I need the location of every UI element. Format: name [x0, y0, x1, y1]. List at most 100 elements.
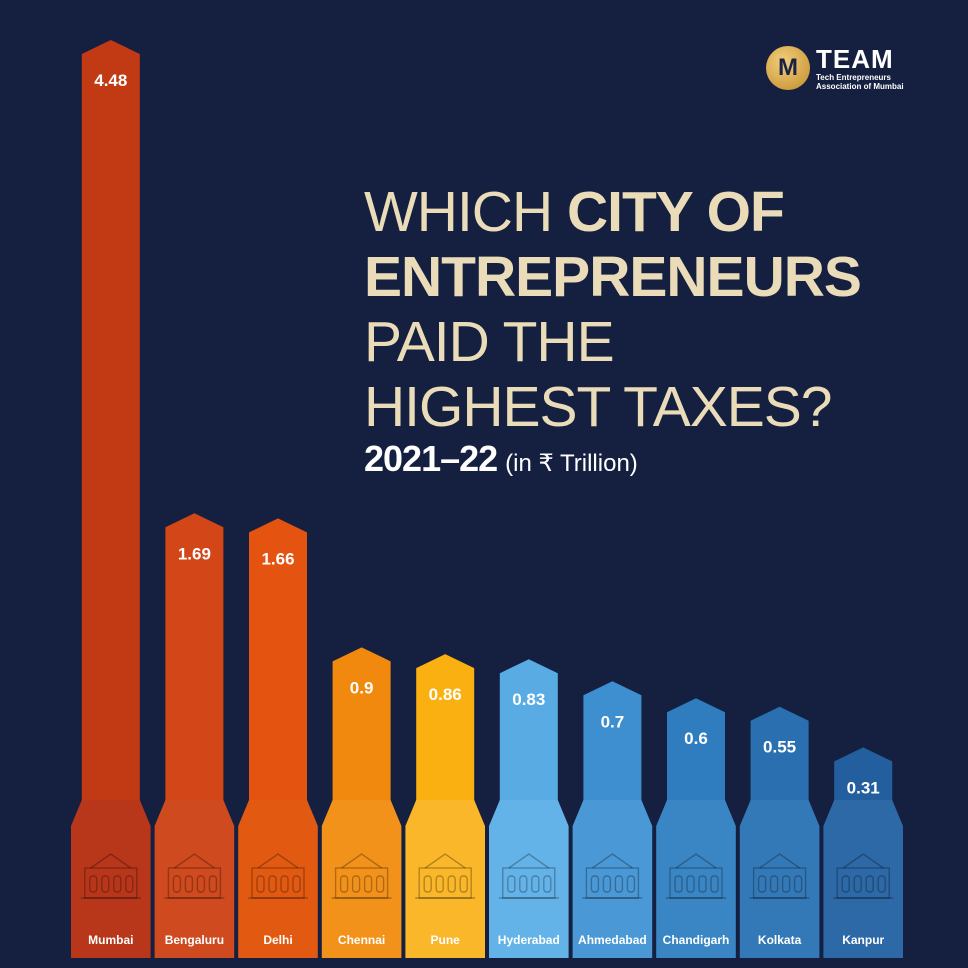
india-gate-icon	[248, 853, 308, 899]
category-label: Hyderabad	[498, 933, 560, 947]
title-line-4: HIGHEST TAXES?	[364, 375, 833, 439]
value-labels: 4.48 1.69 1.66 0.9 0.86 0.83 0.7 0.6 0.55 0.31	[94, 71, 879, 797]
icon-window	[769, 875, 779, 893]
icon-window	[674, 875, 683, 893]
category-label: Ahmedabad	[578, 933, 647, 947]
value-label: 0.7	[601, 712, 625, 731]
icon-window	[626, 875, 636, 893]
category-label: Chandigarh	[663, 933, 730, 947]
value-label: 0.55	[763, 738, 796, 757]
icon-roof	[424, 853, 466, 869]
icon-window	[196, 875, 206, 893]
title-line-2: ENTREPRENEURS	[364, 245, 862, 309]
value-label: 0.9	[350, 678, 374, 697]
bar-base	[739, 800, 820, 958]
category-label: Kolkata	[758, 933, 802, 947]
icon-window	[339, 875, 349, 893]
icon-window	[698, 875, 707, 893]
jk-temple-icon	[833, 853, 894, 899]
icon-window	[292, 875, 301, 893]
bar	[332, 647, 391, 830]
icon-window	[877, 875, 886, 893]
bar-base	[321, 800, 402, 958]
icon-window	[865, 875, 874, 893]
icon-window	[375, 875, 385, 893]
icon-roof	[90, 853, 132, 869]
bar	[165, 513, 224, 830]
icon-window	[268, 875, 277, 893]
icon-window	[363, 875, 373, 893]
value-label: 1.69	[178, 544, 211, 563]
icon-window	[459, 875, 468, 893]
brand-tagline-line-2: Association of Mumbai	[816, 82, 904, 91]
icon-body	[251, 867, 305, 899]
icon-window	[423, 875, 432, 893]
subtitle: 2021–22 (in ₹ Trillion)	[364, 438, 638, 480]
bar	[750, 706, 809, 830]
value-label: 0.83	[512, 690, 545, 709]
shaniwar-wada-icon	[415, 853, 476, 899]
title-line-3: PAID THE	[364, 310, 615, 374]
icon-roof	[508, 853, 550, 869]
icon-window	[853, 875, 862, 893]
victoria-memorial-icon	[749, 853, 810, 899]
bar-base	[823, 800, 903, 958]
icon-window	[89, 875, 98, 893]
bar	[499, 659, 558, 830]
icon-body	[669, 867, 723, 899]
icon-roof	[675, 853, 717, 869]
bar-base	[572, 800, 653, 958]
icon-window	[351, 875, 361, 893]
open-hand-monument-icon	[666, 853, 726, 899]
brand-tagline-line-1: Tech Entrepreneurs	[816, 73, 891, 82]
subtitle-year: 2021–22	[364, 438, 498, 479]
bar-base	[656, 800, 736, 958]
bar	[249, 518, 307, 830]
icon-window	[614, 875, 624, 893]
category-label: Bengaluru	[165, 933, 224, 947]
central-station-icon	[331, 853, 392, 899]
icon-roof	[257, 853, 299, 869]
page-title: WHICH CITY OF ENTREPRENEURS PAID THE HIG…	[364, 180, 924, 440]
category-label: Delhi	[263, 933, 292, 947]
subtitle-unit: (in ₹ Trillion)	[505, 450, 638, 477]
bar-base	[238, 800, 318, 958]
brand-mark-letter: M	[778, 54, 798, 81]
icon-window	[113, 875, 122, 893]
landmark-icons	[80, 853, 894, 899]
icon-body	[502, 867, 556, 899]
vidhana-soudha-icon	[164, 853, 225, 899]
icon-roof	[759, 853, 801, 869]
brand-tagline: Tech Entrepreneurs Association of Mumbai	[816, 73, 946, 91]
icon-roof	[591, 853, 633, 869]
bar	[667, 698, 725, 830]
bar-base	[154, 800, 235, 958]
icon-body	[585, 867, 640, 899]
icon-window	[208, 875, 218, 893]
icon-window	[710, 875, 719, 893]
icon-body	[167, 867, 222, 899]
category-label: Chennai	[338, 933, 385, 947]
icon-window	[602, 875, 612, 893]
icon-window	[757, 875, 767, 893]
icon-roof	[842, 853, 884, 869]
value-label: 0.31	[847, 778, 880, 797]
icon-window	[256, 875, 265, 893]
icon-window	[686, 875, 695, 893]
bar-base	[71, 800, 151, 958]
icon-window	[781, 875, 791, 893]
bar-base	[405, 800, 485, 958]
icon-window	[543, 875, 552, 893]
icon-window	[590, 875, 600, 893]
title-line-1-thin: WHICH	[364, 180, 567, 244]
icon-window	[519, 875, 528, 893]
icon-window	[447, 875, 456, 893]
icon-window	[280, 875, 289, 893]
gateway-of-india-icon	[80, 853, 141, 899]
value-label: 4.48	[94, 71, 127, 90]
icon-window	[184, 875, 194, 893]
icon-body	[752, 867, 807, 899]
title-line-1-bold: CITY OF	[566, 180, 785, 244]
